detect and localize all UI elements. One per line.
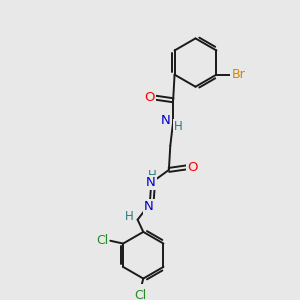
Text: O: O [187,160,197,174]
Text: H: H [174,120,183,133]
Text: Cl: Cl [96,234,109,247]
Text: N: N [146,176,155,189]
Text: N: N [160,114,170,127]
Text: Cl: Cl [134,289,147,300]
Text: H: H [147,169,156,182]
Text: Br: Br [232,68,245,81]
Text: H: H [125,210,134,223]
Text: O: O [145,91,155,104]
Text: N: N [144,200,154,213]
